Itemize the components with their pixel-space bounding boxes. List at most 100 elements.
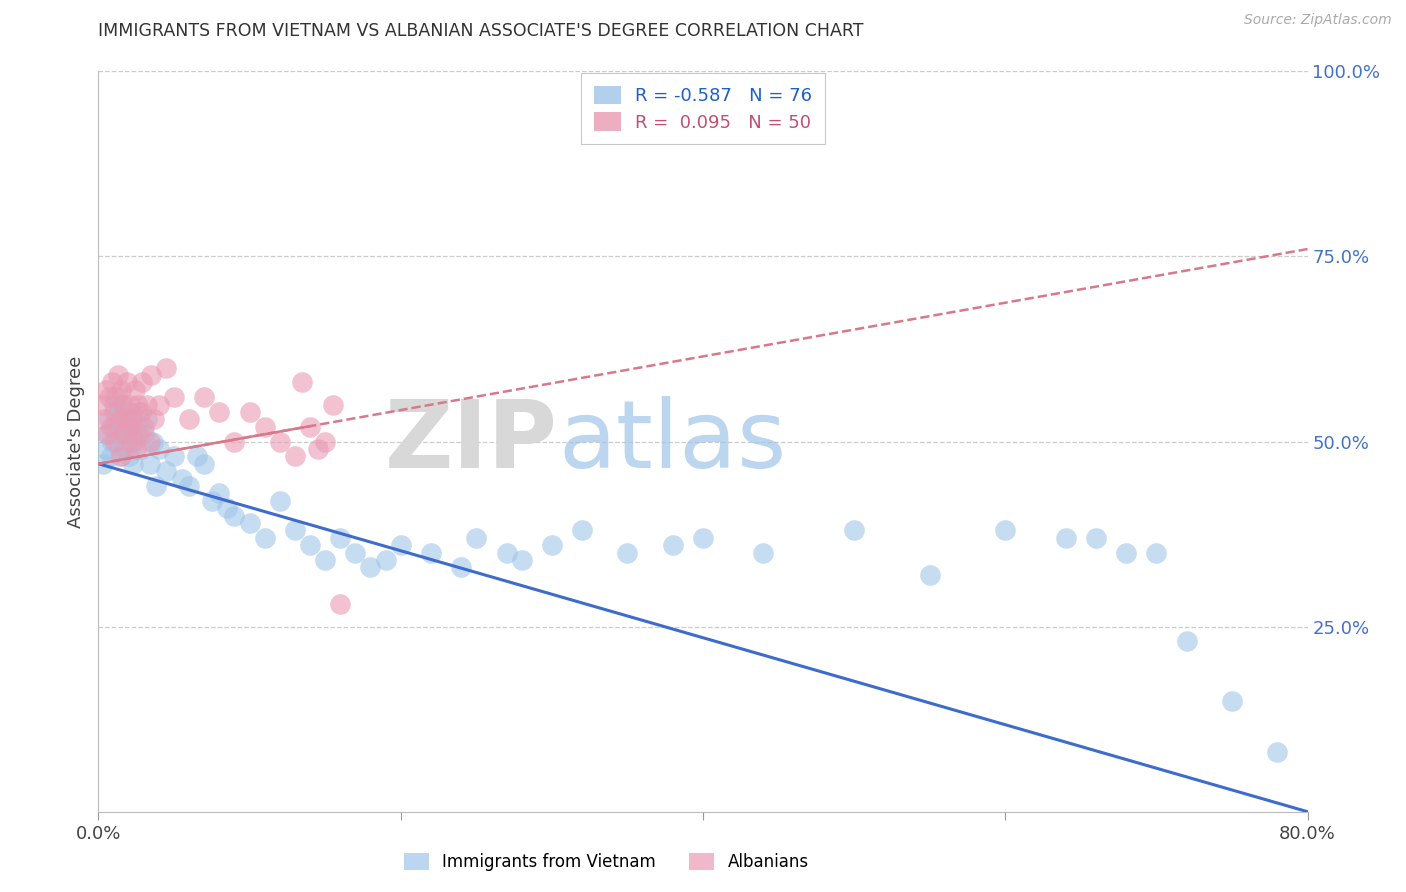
Point <box>142 434 165 449</box>
Point <box>163 450 186 464</box>
Point <box>118 419 141 434</box>
Point <box>208 405 231 419</box>
Point <box>465 531 488 545</box>
Point <box>201 493 224 508</box>
Point <box>103 419 125 434</box>
Point <box>179 479 201 493</box>
Point <box>107 434 129 449</box>
Point <box>122 412 145 426</box>
Point <box>98 390 121 404</box>
Point <box>135 398 157 412</box>
Point <box>118 419 141 434</box>
Point <box>127 398 149 412</box>
Point <box>110 412 132 426</box>
Point <box>122 457 145 471</box>
Point <box>215 501 238 516</box>
Point <box>94 442 117 456</box>
Point <box>344 546 367 560</box>
Point <box>1146 546 1168 560</box>
Point <box>145 479 167 493</box>
Point <box>125 419 148 434</box>
Point <box>571 524 593 538</box>
Point <box>299 419 322 434</box>
Point <box>118 450 141 464</box>
Point <box>121 427 143 442</box>
Point <box>125 442 148 456</box>
Point <box>541 538 564 552</box>
Point <box>124 383 146 397</box>
Point <box>131 376 153 390</box>
Point <box>112 442 135 456</box>
Point <box>148 442 170 456</box>
Point <box>132 419 155 434</box>
Point <box>662 538 685 552</box>
Point <box>111 398 134 412</box>
Point <box>918 567 941 582</box>
Point <box>129 405 152 419</box>
Point <box>193 457 215 471</box>
Point <box>96 427 118 442</box>
Point <box>1085 531 1108 545</box>
Point <box>114 412 136 426</box>
Point <box>120 398 142 412</box>
Point <box>314 434 336 449</box>
Point <box>1220 694 1243 708</box>
Point <box>110 398 132 412</box>
Point <box>170 471 193 485</box>
Point <box>269 434 291 449</box>
Point <box>360 560 382 574</box>
Point <box>98 412 121 426</box>
Point <box>128 427 150 442</box>
Point <box>329 598 352 612</box>
Point <box>115 376 138 390</box>
Point <box>179 412 201 426</box>
Point <box>314 553 336 567</box>
Point <box>420 546 443 560</box>
Point <box>132 427 155 442</box>
Point <box>94 383 117 397</box>
Point <box>374 553 396 567</box>
Point <box>112 427 135 442</box>
Point <box>253 531 276 545</box>
Point <box>284 450 307 464</box>
Point <box>127 405 149 419</box>
Point <box>616 546 638 560</box>
Point <box>93 412 115 426</box>
Point <box>111 427 134 442</box>
Text: Source: ZipAtlas.com: Source: ZipAtlas.com <box>1244 13 1392 28</box>
Point <box>239 516 262 530</box>
Point <box>90 398 112 412</box>
Point <box>307 442 329 456</box>
Point <box>129 442 152 456</box>
Point <box>105 405 128 419</box>
Point <box>329 531 352 545</box>
Point <box>752 546 775 560</box>
Point <box>322 398 344 412</box>
Point <box>105 390 128 404</box>
Point <box>104 390 127 404</box>
Point <box>284 524 307 538</box>
Point <box>1054 531 1077 545</box>
Point <box>224 508 246 523</box>
Point <box>163 390 186 404</box>
Point <box>155 360 177 375</box>
Point <box>1267 746 1289 760</box>
Point <box>495 546 517 560</box>
Point <box>224 434 246 449</box>
Point <box>100 450 122 464</box>
Point <box>1115 546 1137 560</box>
Point <box>994 524 1017 538</box>
Point <box>148 398 170 412</box>
Point <box>186 450 208 464</box>
Point <box>120 405 142 419</box>
Point <box>135 412 157 426</box>
Point <box>208 486 231 500</box>
Point <box>291 376 314 390</box>
Point <box>139 434 162 449</box>
Text: IMMIGRANTS FROM VIETNAM VS ALBANIAN ASSOCIATE'S DEGREE CORRELATION CHART: IMMIGRANTS FROM VIETNAM VS ALBANIAN ASSO… <box>98 22 863 40</box>
Point <box>269 493 291 508</box>
Text: ZIP: ZIP <box>385 395 558 488</box>
Point <box>103 398 125 412</box>
Point <box>844 524 866 538</box>
Point <box>115 434 138 449</box>
